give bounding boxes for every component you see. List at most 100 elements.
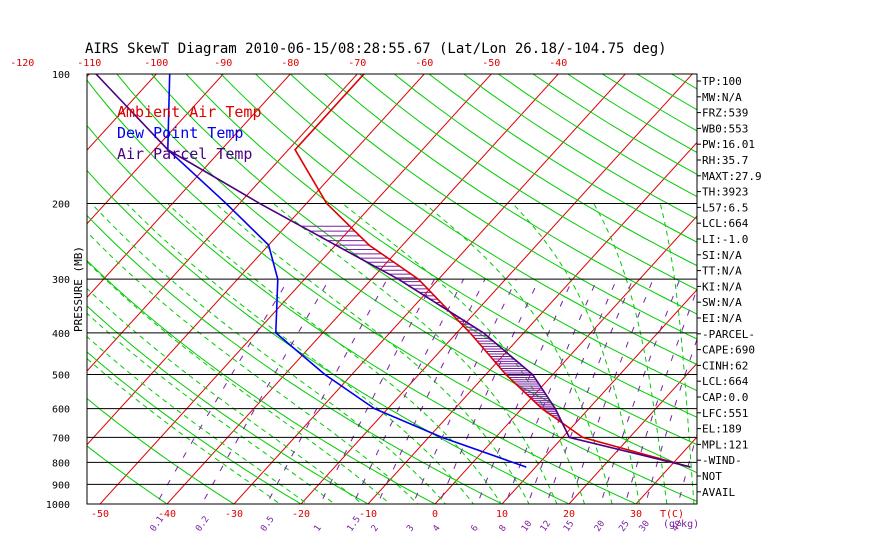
dry-adiabat-line — [151, 74, 697, 446]
index-label: MAXT:27.9 — [702, 170, 762, 183]
data-point — [373, 407, 376, 410]
dry-adiabat-line — [289, 74, 697, 340]
bottom-temp-tick-label: -40 — [158, 509, 176, 520]
pressure-tick-label: 800 — [52, 458, 70, 469]
moist-adiabat-line — [87, 335, 309, 504]
top-temp-tick-label: -110 — [77, 58, 101, 69]
moist-adiabat-line — [167, 203, 502, 504]
index-label: SW:N/A — [702, 296, 742, 309]
legend-item: Dew Point Temp — [117, 124, 243, 142]
background-grid — [0, 64, 870, 513]
data-point — [225, 202, 227, 205]
dry-adiabat-line — [428, 74, 697, 243]
bottom-temp-tick-label: 10 — [496, 509, 508, 520]
dry-adiabat-line — [87, 124, 638, 504]
isotherm-line — [0, 64, 31, 513]
data-point — [531, 373, 534, 376]
mixing-ratio-label: 3 — [405, 524, 416, 534]
data-point — [581, 436, 584, 439]
mixing-ratio-label: 30 — [638, 519, 652, 534]
isotherm-line — [87, 74, 291, 299]
moist-adiabat-line — [87, 231, 419, 504]
isotherm-line — [434, 215, 697, 504]
data-point — [324, 373, 326, 376]
dry-adiabat-line — [87, 169, 571, 504]
mixing-ratio-line — [155, 278, 290, 504]
index-label: -PARCEL- — [702, 328, 755, 341]
data-point — [482, 332, 485, 334]
data-point — [368, 244, 370, 246]
isotherm-line — [635, 436, 697, 504]
moist-adiabat-line — [272, 203, 558, 504]
dry-adiabat-line — [741, 74, 870, 513]
mixing-ratio-label: 20 — [593, 519, 607, 534]
index-label: MPL:121 — [702, 438, 748, 451]
index-label: KI:N/A — [702, 280, 742, 293]
index-label: CAPE:690 — [702, 344, 755, 357]
isotherm-line — [829, 64, 870, 513]
mixing-ratio-line — [376, 278, 486, 504]
index-label: FRZ:539 — [702, 107, 748, 120]
isotherm-line — [166, 74, 559, 504]
index-label: L57:6.5 — [702, 201, 748, 214]
mixing-ratio-line — [527, 279, 618, 504]
dry-adiabat-line — [359, 74, 697, 291]
data-point — [541, 407, 543, 410]
index-label: TT:N/A — [702, 265, 742, 278]
legend-item: Air Parcel Temp — [117, 145, 252, 163]
moist-adiabat-line — [87, 312, 336, 504]
mixing-ratio-label: 2 — [370, 524, 381, 534]
mixing-ratio-line — [201, 278, 330, 504]
dry-adiabat-line — [776, 74, 870, 513]
index-label: AVAIL — [702, 486, 735, 499]
plot-frame — [86, 73, 698, 505]
dry-adiabat-line — [87, 445, 168, 504]
moist-adiabat-line — [215, 203, 530, 504]
pressure-tick-label: 600 — [52, 405, 70, 416]
data-point — [554, 407, 557, 410]
dry-adiabat-line — [87, 351, 302, 504]
pressure-tick-label: 1000 — [46, 500, 70, 511]
mixing-ratio-label: 0.2 — [194, 515, 212, 534]
data-point — [417, 278, 420, 280]
bottom-temp-tick-label: -10 — [359, 509, 377, 520]
data-point — [689, 466, 691, 468]
bottom-temp-tick-label: -20 — [292, 509, 310, 520]
bottom-temp-tick-label: 0 — [432, 509, 438, 520]
mixing-ratio-line — [504, 278, 598, 504]
mixing-ratio-label: 15 — [562, 519, 576, 534]
top-temp-tick-label: -40 — [549, 58, 567, 69]
index-label: CAP:0.0 — [702, 391, 748, 404]
mixing-ratio-line — [600, 279, 681, 504]
isotherm-line — [87, 74, 157, 151]
mixing-ratio-label: 4 — [431, 524, 442, 534]
isotherm-line — [99, 74, 492, 504]
index-label: RH:35.7 — [702, 154, 748, 167]
dry-adiabat-line — [324, 74, 697, 315]
index-label: EI:N/A — [702, 312, 742, 325]
legend-item: Ambient Air Temp — [117, 103, 262, 121]
index-label: LFC:551 — [702, 407, 748, 420]
dry-adiabat-line — [87, 397, 235, 504]
stability-indices: TP:100 MW:N/A FRZ:539 WB0:553 PW:16.01 RH:35.… — [697, 75, 762, 499]
mixing-ratio-label: 12 — [539, 519, 553, 534]
temp-axis-label: T(C) — [660, 509, 684, 520]
index-label: MW:N/A — [702, 91, 742, 104]
dry-adiabat-line — [393, 74, 697, 267]
index-label: -WIND- — [702, 454, 742, 467]
moist-adiabat-line — [659, 203, 695, 504]
mixing-ratio-line — [644, 337, 697, 504]
moist-adiabat-line — [512, 203, 641, 504]
isotherm-line — [762, 64, 870, 513]
mixing-ratio-label: 25 — [617, 519, 631, 534]
legend: Ambient Air Temp Dew Point Temp Air Parcel… — [117, 103, 262, 163]
top-temp-tick-label: -120 — [10, 58, 34, 69]
isotherm-line — [568, 362, 697, 504]
data-point — [277, 278, 279, 280]
dry-adiabat-line — [220, 74, 697, 392]
moist-adiabat-line — [87, 287, 363, 504]
data-point — [334, 244, 337, 246]
data-point — [258, 202, 261, 205]
mixing-ratio-label: 8 — [498, 524, 509, 534]
